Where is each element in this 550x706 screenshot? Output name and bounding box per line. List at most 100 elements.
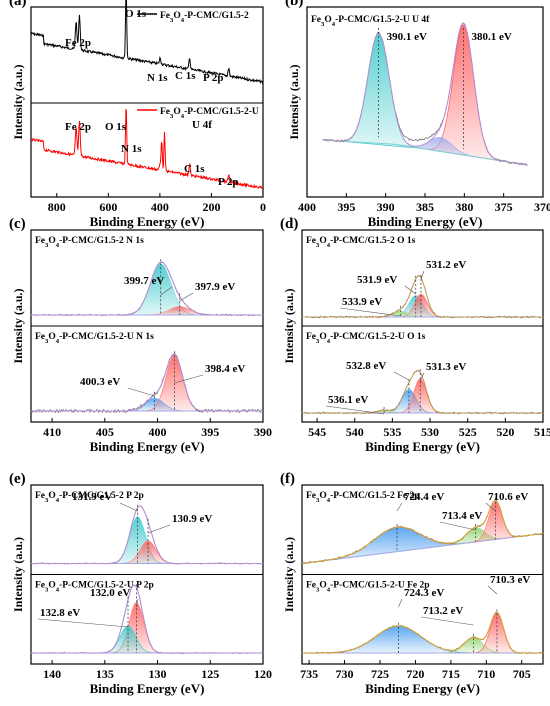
panel-a-tick-label: 600 [99,200,117,214]
title-part: 3 [170,17,174,24]
panel-e-xlabel: Binding Energy (eV) [90,681,205,696]
title-part: 3 [45,586,49,593]
panel-c-leader [179,292,194,302]
title-part: -P-CMC/G1.5-2-U [184,107,259,117]
panel-d-leader [420,270,425,280]
title-part: Fe [306,332,316,342]
panel-b-tick-label: 385 [416,200,434,214]
title-part: 3 [45,242,49,249]
panel-e-peak-label: 131.9 eV [72,491,112,503]
title-part: O [48,491,55,501]
panel-c-peak-label: 397.9 eV [195,281,235,293]
panel-e-tick-label: 140 [43,667,61,681]
panel-c-panel-label: (c) [9,216,26,232]
title-part: 3 [316,242,320,249]
panel-a-annotation: C 1s [184,163,205,175]
panel-f-peak-label: 724.3 eV [404,587,444,599]
title-part: 3 [316,586,320,593]
panel-a-tick-label: 200 [202,200,220,214]
title-part: 3 [45,338,49,345]
panel-d-panel-label: (d) [280,216,298,232]
panel-f-tick-label: 720 [406,667,424,681]
panel-b-tick-label: 370 [534,200,550,214]
panel-d-sub0-envelope [302,275,543,318]
panel-a-tick-label: 0 [260,200,266,214]
panel-d-leader [404,285,416,295]
panel-d-peak-label: 531.2 eV [426,259,466,271]
title-part: O [319,581,326,591]
panel-b-tick-label: 390 [377,200,395,214]
panel-f-panel-label: (f) [280,471,295,487]
panel-b-title: Fe3O4-P-CMC/G1.5-2-U U 4f [311,15,430,28]
title-part: Fe [160,107,170,117]
panel-c-peak-label: 399.7 eV [124,275,164,287]
panel-d-subplot-title: Fe3O4-P-CMC/G1.5-2 O 1s [306,236,416,249]
title-part: O [48,236,55,246]
panel-a-survey-black [30,0,264,85]
title-part: 4 [56,586,60,593]
title-part: 4 [56,497,60,504]
panel-f-sub1-envelope [302,611,543,654]
panel-a-tick-label: 800 [48,200,66,214]
panel-e-peak-label: 132.8 eV [40,607,80,619]
panel-f-tick-label: 735 [300,667,318,681]
title-part: 4 [56,242,60,249]
panel-c-sub1-envelope [31,353,263,412]
panel-b-tick-label: 375 [495,200,513,214]
panel-f-leader [398,598,403,608]
panel-a-annotation: O 1s [125,8,147,20]
panel-d-peak-label: 531.3 eV [426,361,466,373]
title-part: O [319,332,326,342]
title-part: Fe [35,236,45,246]
title-part: Fe [35,581,45,591]
panel-a-ylabel: Intensity (a.u.) [11,64,25,139]
title-part: O [319,491,326,501]
title-part: -P-CMC/G1.5-2 O 1s [330,236,416,246]
panel-e-sub0-envelope [31,505,263,565]
title-part: 3 [45,497,49,504]
panel-b-panel-label: (b) [285,0,303,9]
panel-e-subplot-title: Fe3O4-P-CMC/G1.5-2-U P 2p [35,581,154,594]
panel-d-tick-label: 520 [496,425,514,439]
panel-f-sub0-baseline [301,533,544,564]
panel-c-tick-label: 395 [201,425,219,439]
title-part: 4 [327,586,331,593]
panel-d-leader [419,372,425,382]
panel-d-tick-label: 525 [459,425,477,439]
title-part: -P-CMC/G1.5-2 N 1s [59,236,144,246]
panel-f-leader [396,502,403,512]
panel-f-tick-label: 705 [513,667,531,681]
panel-d-ylabel: Intensity (a.u.) [282,288,296,363]
panel-e-tick-label: 135 [96,667,114,681]
title-part: O [173,11,180,21]
panel-c-tick-label: 390 [254,425,272,439]
panel-f-leader [439,521,476,531]
title-part: 4 [181,17,185,24]
panel-a-annotation: C 1s [175,70,196,82]
panel-f-leader [420,616,474,626]
title-part: 3 [316,338,320,345]
panel-e-leader [37,618,129,628]
panel-e-leader [136,598,139,608]
title-part: Fe [306,491,316,501]
title-part: Fe [311,15,321,25]
panel-d-leader [393,371,410,381]
title-part: Fe [160,11,170,21]
panel-e-peak-label: 130.9 eV [172,513,212,525]
panel-a-survey-red [30,108,264,190]
title-part: -P-CMC/G1.5-2 [184,11,249,21]
panel-e-tick-label: 125 [201,667,219,681]
panel-f-ylabel: Intensity (a.u.) [282,537,296,612]
panel-c-ylabel: Intensity (a.u.) [11,288,25,363]
title-part: 4 [56,338,60,345]
panel-f-leader [485,502,496,512]
panel-d-leader [339,307,401,317]
title-part: 4 [327,497,331,504]
title-part: 4 [327,242,331,249]
panel-a-panel-label: (a) [9,0,27,9]
title-part: -P-CMC/G1.5-2-U P 2p [59,581,154,591]
panel-d-subplot-title: Fe3O4-P-CMC/G1.5-2-U O 1s [306,332,426,345]
panel-d-tick-label: 530 [421,425,439,439]
title-part: Fe [306,236,316,246]
